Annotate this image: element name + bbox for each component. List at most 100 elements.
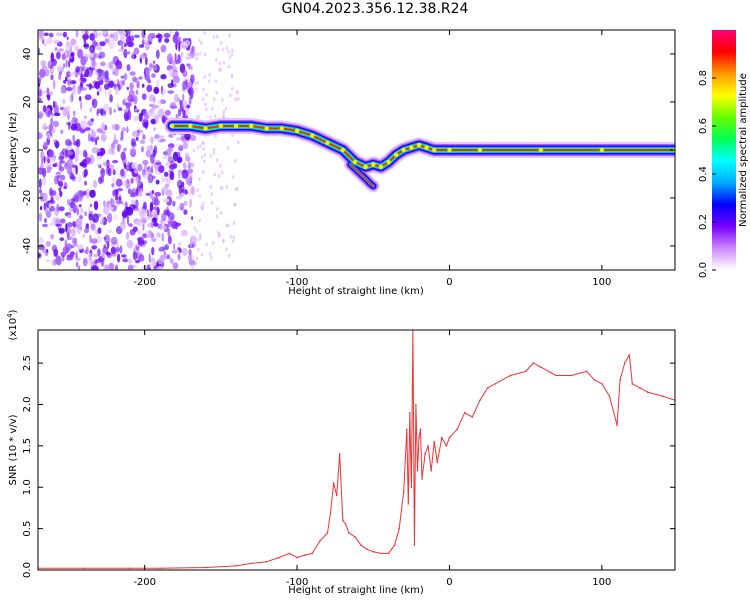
- noise-speckle: [176, 57, 182, 64]
- noise-speckle: [165, 148, 172, 157]
- noise-speckle: [110, 197, 113, 202]
- noise-speckle: [132, 264, 138, 268]
- noise-speckle: [38, 132, 43, 140]
- noise-speckle: [233, 158, 237, 163]
- colorbar-tick-label: 0.2: [698, 214, 709, 230]
- noise-speckle: [64, 50, 67, 58]
- ridge-point: [371, 162, 376, 167]
- noise-speckle: [146, 234, 152, 239]
- noise-speckle: [43, 32, 49, 37]
- noise-speckle: [100, 61, 106, 67]
- noise-speckle: [94, 81, 100, 90]
- noise-speckle: [75, 66, 80, 73]
- noise-speckle: [76, 208, 80, 216]
- snr-point: [486, 387, 489, 389]
- noise-speckle: [114, 67, 119, 77]
- noise-speckle: [109, 94, 113, 103]
- noise-speckle: [149, 190, 153, 200]
- noise-speckle: [83, 44, 89, 48]
- noise-speckle: [74, 204, 79, 209]
- y-axis-label: Frequency (Hz): [8, 112, 19, 188]
- noise-speckle: [155, 179, 160, 185]
- noise-speckle: [46, 166, 53, 171]
- noise-speckle: [120, 30, 127, 37]
- noise-speckle: [62, 63, 66, 69]
- snr-point: [427, 445, 429, 447]
- noise-speckle: [140, 267, 145, 270]
- noise-speckle: [151, 103, 157, 111]
- noise-speckle: [58, 166, 65, 172]
- noise-speckle: [44, 68, 50, 77]
- noise-speckle: [134, 108, 137, 112]
- noise-speckle: [177, 253, 181, 261]
- noise-speckle: [147, 222, 154, 228]
- noise-speckle: [208, 72, 211, 77]
- noise-speckle: [150, 165, 154, 174]
- noise-speckle: [217, 174, 221, 178]
- snr-point: [402, 490, 405, 493]
- noise-speckle: [175, 222, 182, 227]
- noise-speckle: [106, 166, 110, 175]
- noise-speckle: [127, 41, 134, 48]
- snr-point: [342, 519, 344, 522]
- noise-speckle: [203, 159, 206, 164]
- noise-speckle: [103, 103, 110, 112]
- noise-speckle: [80, 120, 87, 130]
- ridge-point: [363, 164, 368, 169]
- noise-speckle: [181, 169, 189, 179]
- noise-speckle: [131, 162, 138, 170]
- noise-speckle: [160, 74, 167, 80]
- noise-speckle: [151, 260, 158, 267]
- noise-speckle: [93, 200, 99, 211]
- noise-speckle: [195, 229, 198, 234]
- noise-speckle: [41, 68, 44, 76]
- noise-speckle: [83, 115, 88, 119]
- noise-speckle: [93, 179, 98, 189]
- noise-speckle: [163, 33, 171, 38]
- noise-speckle: [47, 158, 50, 164]
- noise-speckle: [72, 89, 77, 98]
- noise-speckle: [54, 47, 58, 52]
- noise-speckle: [203, 31, 206, 36]
- noise-speckle: [92, 213, 99, 223]
- noise-speckle: [146, 84, 153, 93]
- noise-speckle: [52, 163, 57, 168]
- snr-point: [354, 536, 356, 538]
- snr-point: [662, 395, 664, 398]
- noise-speckle: [220, 40, 223, 45]
- noise-speckle: [201, 205, 205, 210]
- noise-speckle: [189, 162, 195, 168]
- noise-speckle: [66, 236, 73, 241]
- noise-speckle: [178, 42, 181, 52]
- y-tick-label: 20: [22, 96, 33, 109]
- noise-speckle: [161, 232, 165, 242]
- noise-speckle: [45, 258, 51, 263]
- noise-speckle: [147, 79, 152, 84]
- noise-speckle: [88, 132, 91, 142]
- noise-speckle: [66, 36, 69, 41]
- noise-speckle: [148, 32, 156, 38]
- noise-speckle: [112, 189, 120, 197]
- noise-speckle: [112, 169, 116, 176]
- noise-speckle: [75, 156, 78, 163]
- noise-speckle: [81, 30, 84, 34]
- snr-point: [410, 486, 413, 489]
- noise-speckle: [65, 41, 71, 52]
- noise-speckle: [215, 57, 218, 62]
- noise-speckle: [38, 178, 42, 189]
- noise-speckle: [55, 223, 63, 227]
- noise-speckle: [84, 211, 87, 216]
- noise-speckle: [104, 38, 110, 44]
- snr-point: [406, 428, 408, 431]
- noise-speckle: [88, 252, 92, 261]
- noise-speckle: [219, 67, 222, 72]
- noise-speckle: [80, 87, 87, 91]
- noise-speckle: [136, 220, 143, 227]
- noise-speckle: [112, 31, 119, 42]
- noise-speckle: [138, 112, 143, 122]
- noise-speckle: [39, 188, 42, 194]
- snr-point: [82, 567, 85, 570]
- noise-speckle: [125, 179, 131, 189]
- noise-speckle: [151, 237, 157, 242]
- noise-speckle: [77, 48, 84, 59]
